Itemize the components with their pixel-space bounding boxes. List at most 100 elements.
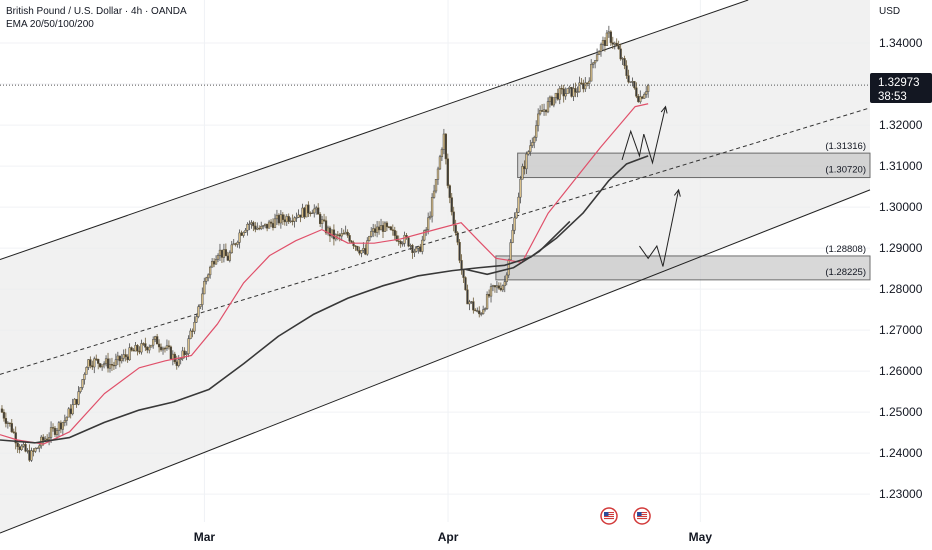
- flag-stripe: [637, 514, 648, 515]
- candle-body: [132, 349, 135, 352]
- candle-body: [597, 51, 601, 55]
- candle-body: [224, 249, 228, 257]
- candle-body: [322, 219, 326, 221]
- candle-body: [16, 442, 19, 447]
- candle-body: [362, 248, 365, 251]
- candle-body: [110, 364, 114, 366]
- candle-body: [450, 197, 453, 213]
- y-tick-label: 1.30000: [879, 200, 923, 214]
- candle-body: [495, 285, 499, 288]
- candle-body: [12, 431, 15, 433]
- candle-body: [169, 346, 173, 360]
- candle-body: [218, 249, 222, 256]
- candle-body: [503, 281, 506, 287]
- candle-body: [44, 438, 47, 441]
- channel-lines: [0, 0, 871, 534]
- indicator-label: EMA 20/50/100/200: [6, 19, 94, 30]
- candle-body: [230, 244, 233, 254]
- candle-body: [460, 260, 463, 271]
- candle-body: [617, 45, 620, 50]
- ema-red-line: [0, 103, 649, 445]
- candle-body: [625, 65, 628, 76]
- zone-top-label: (1.31316): [825, 141, 866, 152]
- y-tick-label: 1.26000: [879, 364, 923, 378]
- projection-path: [621, 106, 667, 165]
- price-tag: 1.32973 38:53: [870, 73, 932, 103]
- candle-body: [285, 216, 288, 223]
- candle-body: [340, 233, 343, 237]
- candle-body: [318, 214, 322, 224]
- candle-body: [401, 243, 404, 245]
- candle-body: [100, 364, 104, 368]
- candle-body: [73, 398, 76, 405]
- us-flag-event-icon[interactable]: [633, 507, 651, 525]
- candle-body: [291, 220, 294, 222]
- candle-body: [511, 229, 514, 243]
- candle-body: [277, 214, 281, 224]
- candle-body: [265, 223, 269, 229]
- candle-body: [354, 245, 357, 247]
- candle-body: [615, 42, 618, 47]
- candle-body: [209, 266, 212, 276]
- ema-black-line: [0, 155, 649, 444]
- candle-body: [527, 151, 530, 155]
- candle-body: [533, 137, 536, 143]
- candle-body: [430, 197, 434, 217]
- candle-body: [95, 358, 98, 360]
- candle-body: [242, 232, 245, 236]
- candle-body: [572, 88, 575, 97]
- candle-body: [102, 363, 106, 366]
- candle-body: [493, 285, 497, 288]
- candles: [0, 25, 650, 462]
- us-flag-event-icon[interactable]: [600, 507, 618, 525]
- candle-body: [442, 133, 446, 150]
- price-axis[interactable]: 1.340001.330001.320001.310001.300001.290…: [879, 36, 923, 501]
- candle-body: [114, 359, 118, 366]
- candle-body: [220, 249, 224, 258]
- x-tick-label: May: [689, 530, 713, 544]
- candle-body: [28, 450, 31, 461]
- candle-body: [436, 168, 440, 180]
- candle-body: [554, 92, 557, 98]
- candle-body: [423, 230, 426, 241]
- candle-body: [415, 247, 418, 252]
- candle-body: [576, 91, 579, 93]
- candle-body: [8, 422, 11, 425]
- candle-body: [260, 226, 263, 229]
- channel-fill: [0, 0, 870, 534]
- time-axis[interactable]: Mar Apr May: [194, 530, 713, 544]
- candle-body: [639, 96, 642, 103]
- candle-body: [444, 133, 447, 160]
- event-markers[interactable]: [600, 507, 651, 525]
- candle-body: [228, 252, 231, 261]
- candle-body: [244, 229, 247, 233]
- candle-body: [275, 214, 279, 220]
- candle-body: [271, 223, 275, 228]
- candle-body: [621, 58, 624, 60]
- candle-body: [501, 285, 504, 291]
- candle-body: [489, 286, 493, 297]
- candle-body: [269, 221, 273, 224]
- candle-body: [191, 330, 194, 332]
- projection-arrowhead: [673, 188, 681, 197]
- candle-body: [544, 109, 548, 113]
- candle-body: [540, 110, 544, 112]
- candle-body: [480, 313, 483, 315]
- candle-body: [434, 179, 438, 192]
- candle-body: [199, 304, 202, 308]
- candle-body: [645, 91, 648, 95]
- candle-body: [108, 364, 112, 369]
- candle-body: [647, 84, 650, 92]
- candle-body: [51, 427, 55, 429]
- candle-body: [287, 216, 290, 222]
- candle-body: [446, 158, 449, 186]
- candle-body: [42, 436, 45, 441]
- candle-body: [67, 408, 70, 418]
- candle-body: [161, 347, 165, 351]
- candle-body: [348, 235, 351, 242]
- candle-body: [558, 88, 561, 100]
- candle-body: [309, 212, 312, 215]
- candle-body: [36, 447, 39, 450]
- flag-canton: [604, 512, 609, 516]
